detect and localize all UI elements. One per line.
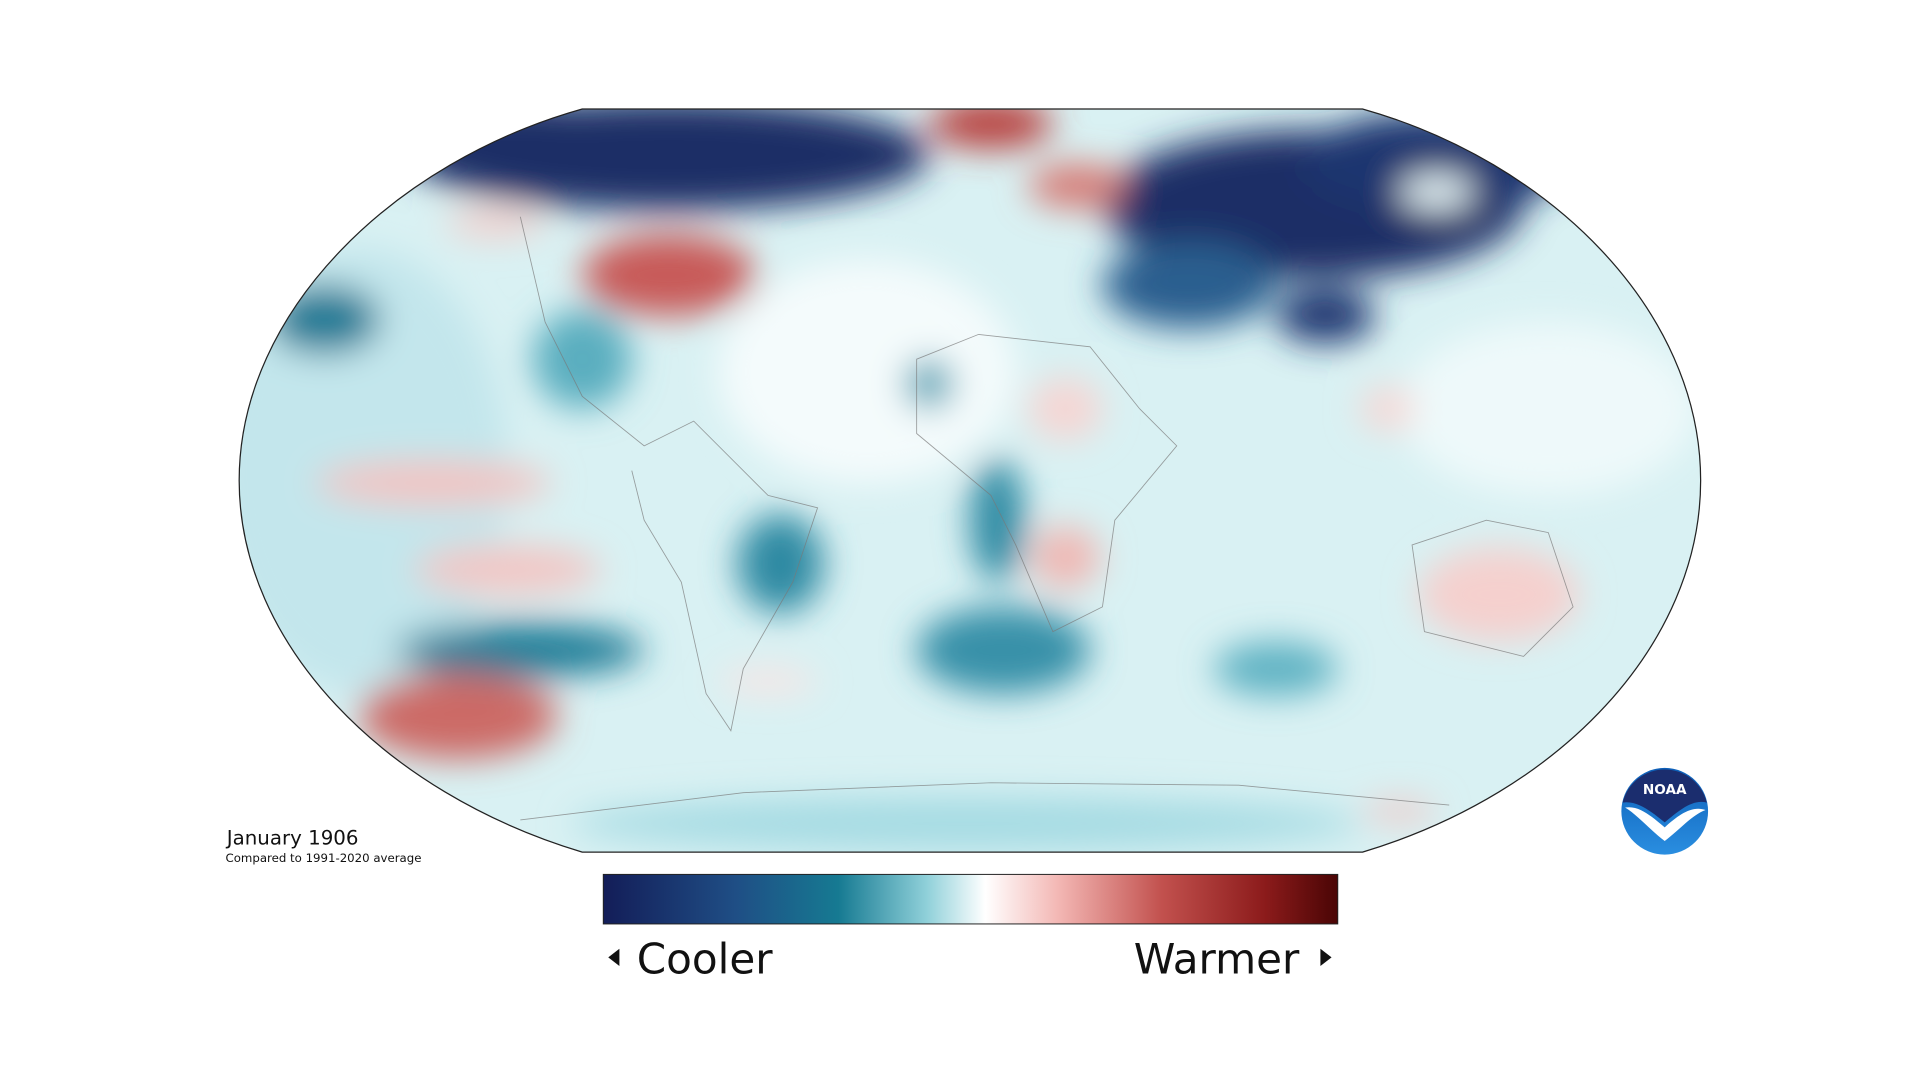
- map-subtitle: Compared to 1991-2020 average: [226, 851, 422, 865]
- right-arrow: [1320, 948, 1332, 967]
- map-outline: [238, 108, 1702, 853]
- left-arrow: [608, 948, 620, 967]
- noaa-logo: NOAA: [1621, 767, 1709, 855]
- map: [239, 108, 1701, 853]
- color-bar: [602, 873, 1339, 925]
- legend-high-label: Warmer: [1134, 934, 1300, 983]
- map-title: January 1906: [225, 827, 359, 850]
- legend-low-label: Cooler: [637, 934, 774, 983]
- logo-text: NOAA: [1643, 782, 1687, 798]
